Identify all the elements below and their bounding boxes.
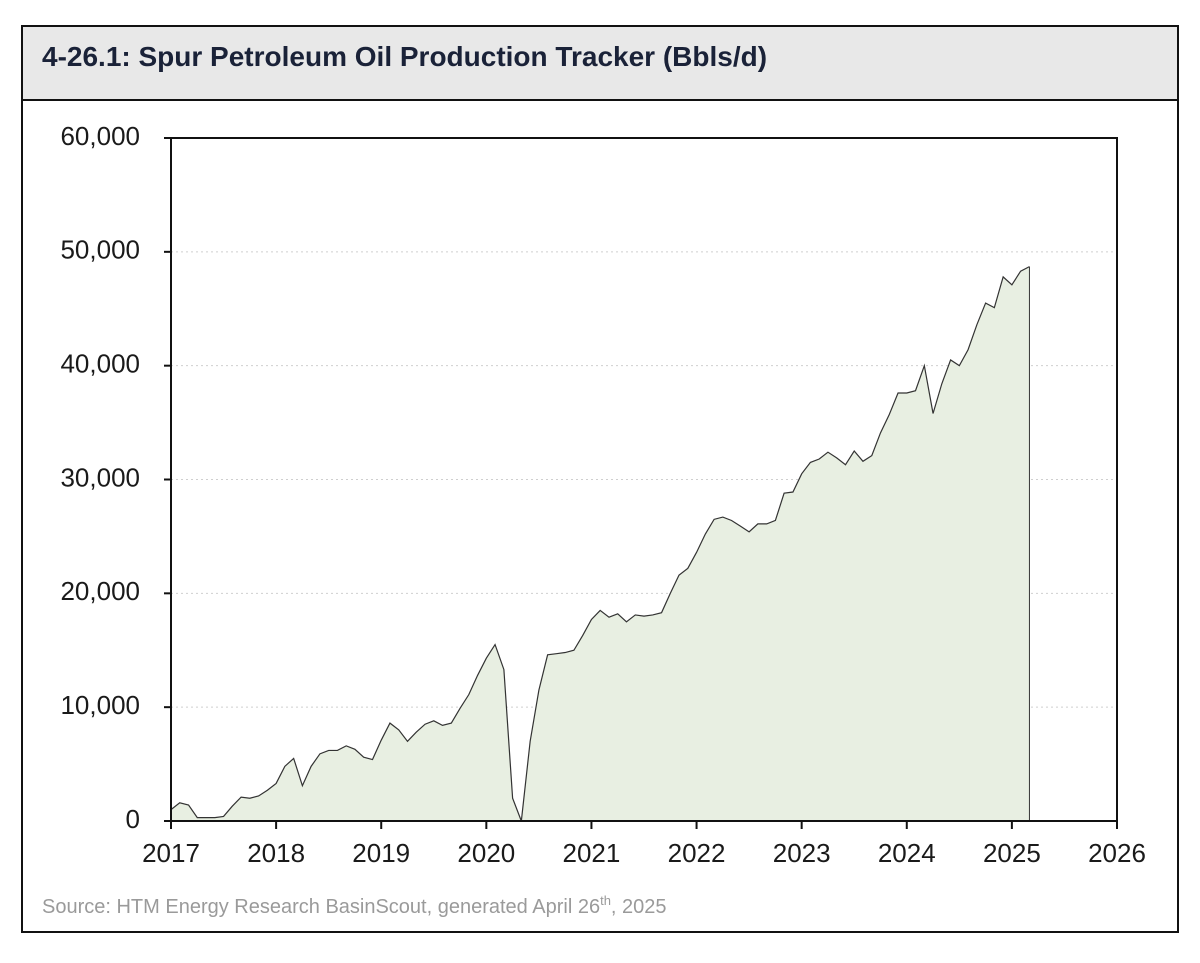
y-tick-label: 30,000 (60, 462, 140, 492)
x-tick-label: 2019 (352, 838, 410, 868)
plot: 0 10,000 20,000 30,000 40,000 50,000 60,000 201… (60, 121, 1145, 868)
x-tick-label: 2025 (983, 838, 1041, 868)
x-tick-label: 2024 (878, 838, 936, 868)
source: Source: HTM Energy Research BasinScout, … (42, 893, 667, 918)
y-tick-label: 50,000 (60, 235, 140, 265)
source-sup: th (600, 893, 611, 908)
chart-title: 4-26.1: Spur Petroleum Oil Production Tr… (42, 41, 767, 72)
plot-border (170, 137, 1118, 822)
x-tick-label: 2022 (668, 838, 726, 868)
y-tick-label: 40,000 (60, 349, 140, 379)
x-tick-label: 2021 (563, 838, 621, 868)
area (171, 266, 1030, 821)
y-tick-label: 60,000 (60, 121, 140, 151)
source-text: , 2025 (611, 896, 667, 918)
x-tick-label: 2026 (1088, 838, 1146, 868)
x-tick-label: 2023 (773, 838, 831, 868)
y-tick-label: 10,000 (60, 690, 140, 720)
y-tick-label: 0 (126, 804, 140, 834)
line (170, 266, 1030, 822)
x-tick-label: 2020 (457, 838, 515, 868)
y-tick-label: 20,000 (60, 576, 140, 606)
x-tick-label: 2017 (142, 838, 200, 868)
header (23, 27, 1177, 100)
source-text: Source: HTM Energy Research BasinScout, … (42, 896, 600, 918)
x-tick-label: 2018 (247, 838, 305, 868)
